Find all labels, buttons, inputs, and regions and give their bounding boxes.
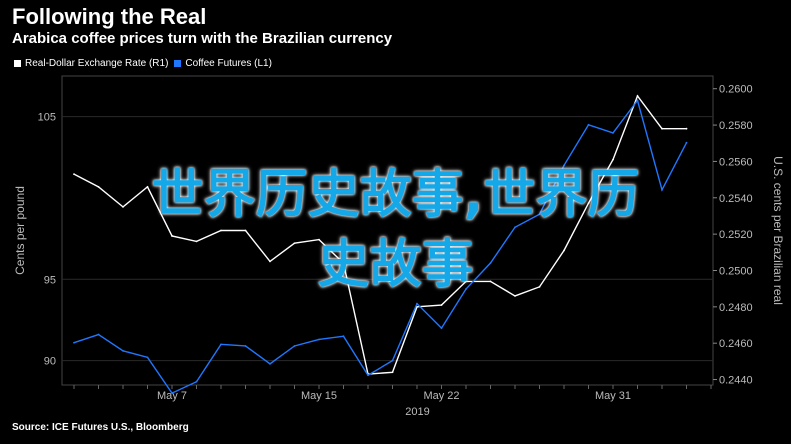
right-tick-label: 0.2480 — [719, 302, 753, 314]
point-real — [636, 95, 639, 97]
point-coffee — [97, 333, 100, 336]
right-tick-label: 0.2560 — [719, 156, 753, 168]
point-coffee — [220, 343, 222, 346]
point-real — [318, 238, 320, 241]
right-axis-label: U.S. cents per Brazilian real — [771, 156, 785, 305]
right-tick-label: 0.2460 — [719, 338, 753, 350]
point-real — [122, 205, 124, 208]
point-coffee — [416, 302, 418, 305]
point-real — [342, 262, 345, 265]
point-coffee — [269, 362, 271, 365]
watermark-text-line1: 世界历史故事,世界历 — [151, 165, 640, 225]
right-tick-label: 0.2500 — [719, 265, 753, 277]
point-real — [563, 249, 565, 252]
point-coffee — [73, 341, 75, 344]
point-coffee — [318, 338, 320, 341]
point-coffee — [587, 123, 590, 126]
right-tick-label: 0.2440 — [719, 375, 753, 387]
point-coffee — [440, 327, 443, 329]
point-coffee — [636, 99, 639, 102]
point-coffee — [538, 213, 541, 216]
point-real — [171, 235, 173, 237]
right-tick-label: 0.2520 — [719, 229, 753, 241]
point-real — [489, 280, 492, 283]
point-real — [195, 240, 198, 243]
x-tick-label: May 15 — [301, 390, 337, 402]
legend-swatch-coffee — [174, 60, 182, 67]
point-coffee — [612, 132, 614, 134]
right-tick-label: 0.2540 — [719, 193, 753, 205]
legend-item-coffee: Coffee Futures (L1) — [174, 58, 272, 69]
x-tick-label: May 7 — [157, 390, 187, 402]
right-tick-label: 0.2600 — [719, 84, 753, 96]
point-coffee — [465, 288, 467, 290]
chart-source: Source: ICE Futures U.S., Bloomberg — [12, 422, 189, 433]
point-real — [244, 229, 247, 232]
point-real — [514, 295, 516, 297]
point-coffee — [122, 349, 124, 352]
point-coffee — [342, 335, 345, 338]
point-coffee — [685, 141, 688, 144]
point-real — [220, 229, 222, 232]
left-tick-label: 105 — [38, 112, 56, 124]
point-coffee — [661, 188, 663, 191]
chart-subtitle: Arabica coffee prices turn with the Braz… — [12, 30, 393, 47]
point-coffee — [489, 262, 492, 264]
left-axis-label: Cents per pound — [13, 186, 27, 275]
legend-item-real: Real-Dollar Exchange Rate (R1) — [14, 58, 168, 69]
point-real — [97, 185, 100, 188]
chart-legend: Real-Dollar Exchange Rate (R1) Coffee Fu… — [14, 58, 272, 69]
point-real — [661, 127, 663, 130]
point-real — [465, 280, 467, 283]
point-real — [293, 242, 296, 245]
point-coffee — [563, 164, 565, 167]
legend-label-coffee: Coffee Futures (L1) — [185, 58, 272, 69]
legend-swatch-real — [14, 60, 21, 67]
point-coffee — [146, 356, 149, 359]
point-coffee — [195, 380, 198, 383]
point-real — [612, 158, 614, 161]
point-real — [146, 185, 149, 188]
point-coffee — [293, 345, 296, 347]
x-tick-label: May 22 — [423, 390, 459, 402]
point-real — [391, 371, 394, 374]
left-tick-label: 90 — [44, 356, 56, 368]
point-real — [73, 173, 75, 176]
point-coffee — [514, 226, 516, 229]
x-tick-label: May 31 — [595, 390, 631, 402]
right-tick-label: 0.2580 — [719, 120, 753, 132]
point-real — [587, 202, 590, 205]
legend-label-real: Real-Dollar Exchange Rate (R1) — [25, 58, 169, 69]
point-real — [269, 260, 271, 263]
point-real — [538, 285, 541, 288]
watermark-text-line2: 史故事 — [317, 235, 474, 295]
x-year-label: 2019 — [405, 406, 429, 418]
left-tick-label: 95 — [44, 274, 56, 286]
point-coffee — [391, 359, 394, 362]
plot-area — [61, 75, 714, 386]
point-coffee — [244, 345, 247, 347]
series-line-real — [73, 94, 687, 375]
point-coffee — [171, 392, 173, 395]
series-line-coffee — [73, 98, 688, 395]
point-real — [685, 127, 688, 130]
point-real — [440, 304, 443, 306]
chart-title: Following the Real — [12, 4, 207, 29]
point-coffee — [367, 374, 369, 377]
